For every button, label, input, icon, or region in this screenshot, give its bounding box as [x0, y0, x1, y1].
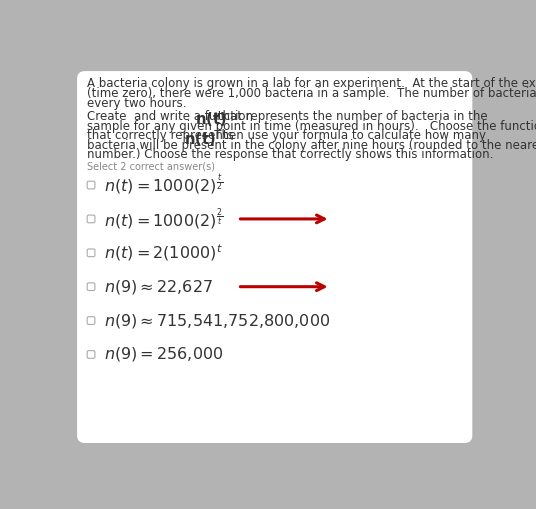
FancyBboxPatch shape — [77, 71, 472, 443]
FancyBboxPatch shape — [87, 283, 95, 291]
Text: $\mathbf{n(t)}$: $\mathbf{n(t)}$ — [184, 130, 215, 148]
FancyBboxPatch shape — [87, 249, 95, 257]
FancyBboxPatch shape — [87, 351, 95, 358]
Text: $n(9) \approx 22{,}627$: $n(9) \approx 22{,}627$ — [104, 278, 213, 296]
Text: Create  and write a function: Create and write a function — [87, 110, 257, 123]
FancyBboxPatch shape — [87, 317, 95, 324]
Text: number.) Choose the response that correctly shows this information.: number.) Choose the response that correc… — [87, 149, 494, 161]
Text: (time zero), there were 1,000 bacteria in a sample.  The number of bacteria doub: (time zero), there were 1,000 bacteria i… — [87, 87, 536, 100]
Text: Select 2 correct answer(s): Select 2 correct answer(s) — [87, 162, 215, 172]
Text: bacteria will be present in the colony after nine hours (rounded to the nearest : bacteria will be present in the colony a… — [87, 139, 536, 152]
FancyBboxPatch shape — [87, 215, 95, 223]
Text: $n(9) \approx 715{,}541{,}752{,}800{,}000$: $n(9) \approx 715{,}541{,}752{,}800{,}00… — [104, 312, 331, 329]
Text: A bacteria colony is grown in a lab for an experiment.  At the start of the expe: A bacteria colony is grown in a lab for … — [87, 77, 536, 90]
Text: that correctly represents: that correctly represents — [87, 129, 237, 142]
Text: sample for any given point in time (measured in hours).   Choose the function be: sample for any given point in time (meas… — [87, 120, 536, 133]
Text: $n(t) = 2(1000)^{t}$: $n(t) = 2(1000)^{t}$ — [104, 242, 223, 263]
Text: every two hours.: every two hours. — [87, 97, 187, 109]
Text: $n(t) = 1000(2)^{\frac{2}{t}}$: $n(t) = 1000(2)^{\frac{2}{t}}$ — [104, 206, 224, 232]
FancyBboxPatch shape — [87, 181, 95, 189]
Text: $\mathbf{n(t)}$: $\mathbf{n(t)}$ — [196, 110, 227, 128]
Text: .  Then use your formula to calculate how many: . Then use your formula to calculate how… — [203, 129, 486, 142]
Text: that represents the number of bacteria in the: that represents the number of bacteria i… — [214, 110, 488, 123]
Text: $n(9) = 256{,}000$: $n(9) = 256{,}000$ — [104, 346, 224, 363]
Text: $n(t) = 1000(2)^{\frac{t}{2}}$: $n(t) = 1000(2)^{\frac{t}{2}}$ — [104, 173, 224, 197]
